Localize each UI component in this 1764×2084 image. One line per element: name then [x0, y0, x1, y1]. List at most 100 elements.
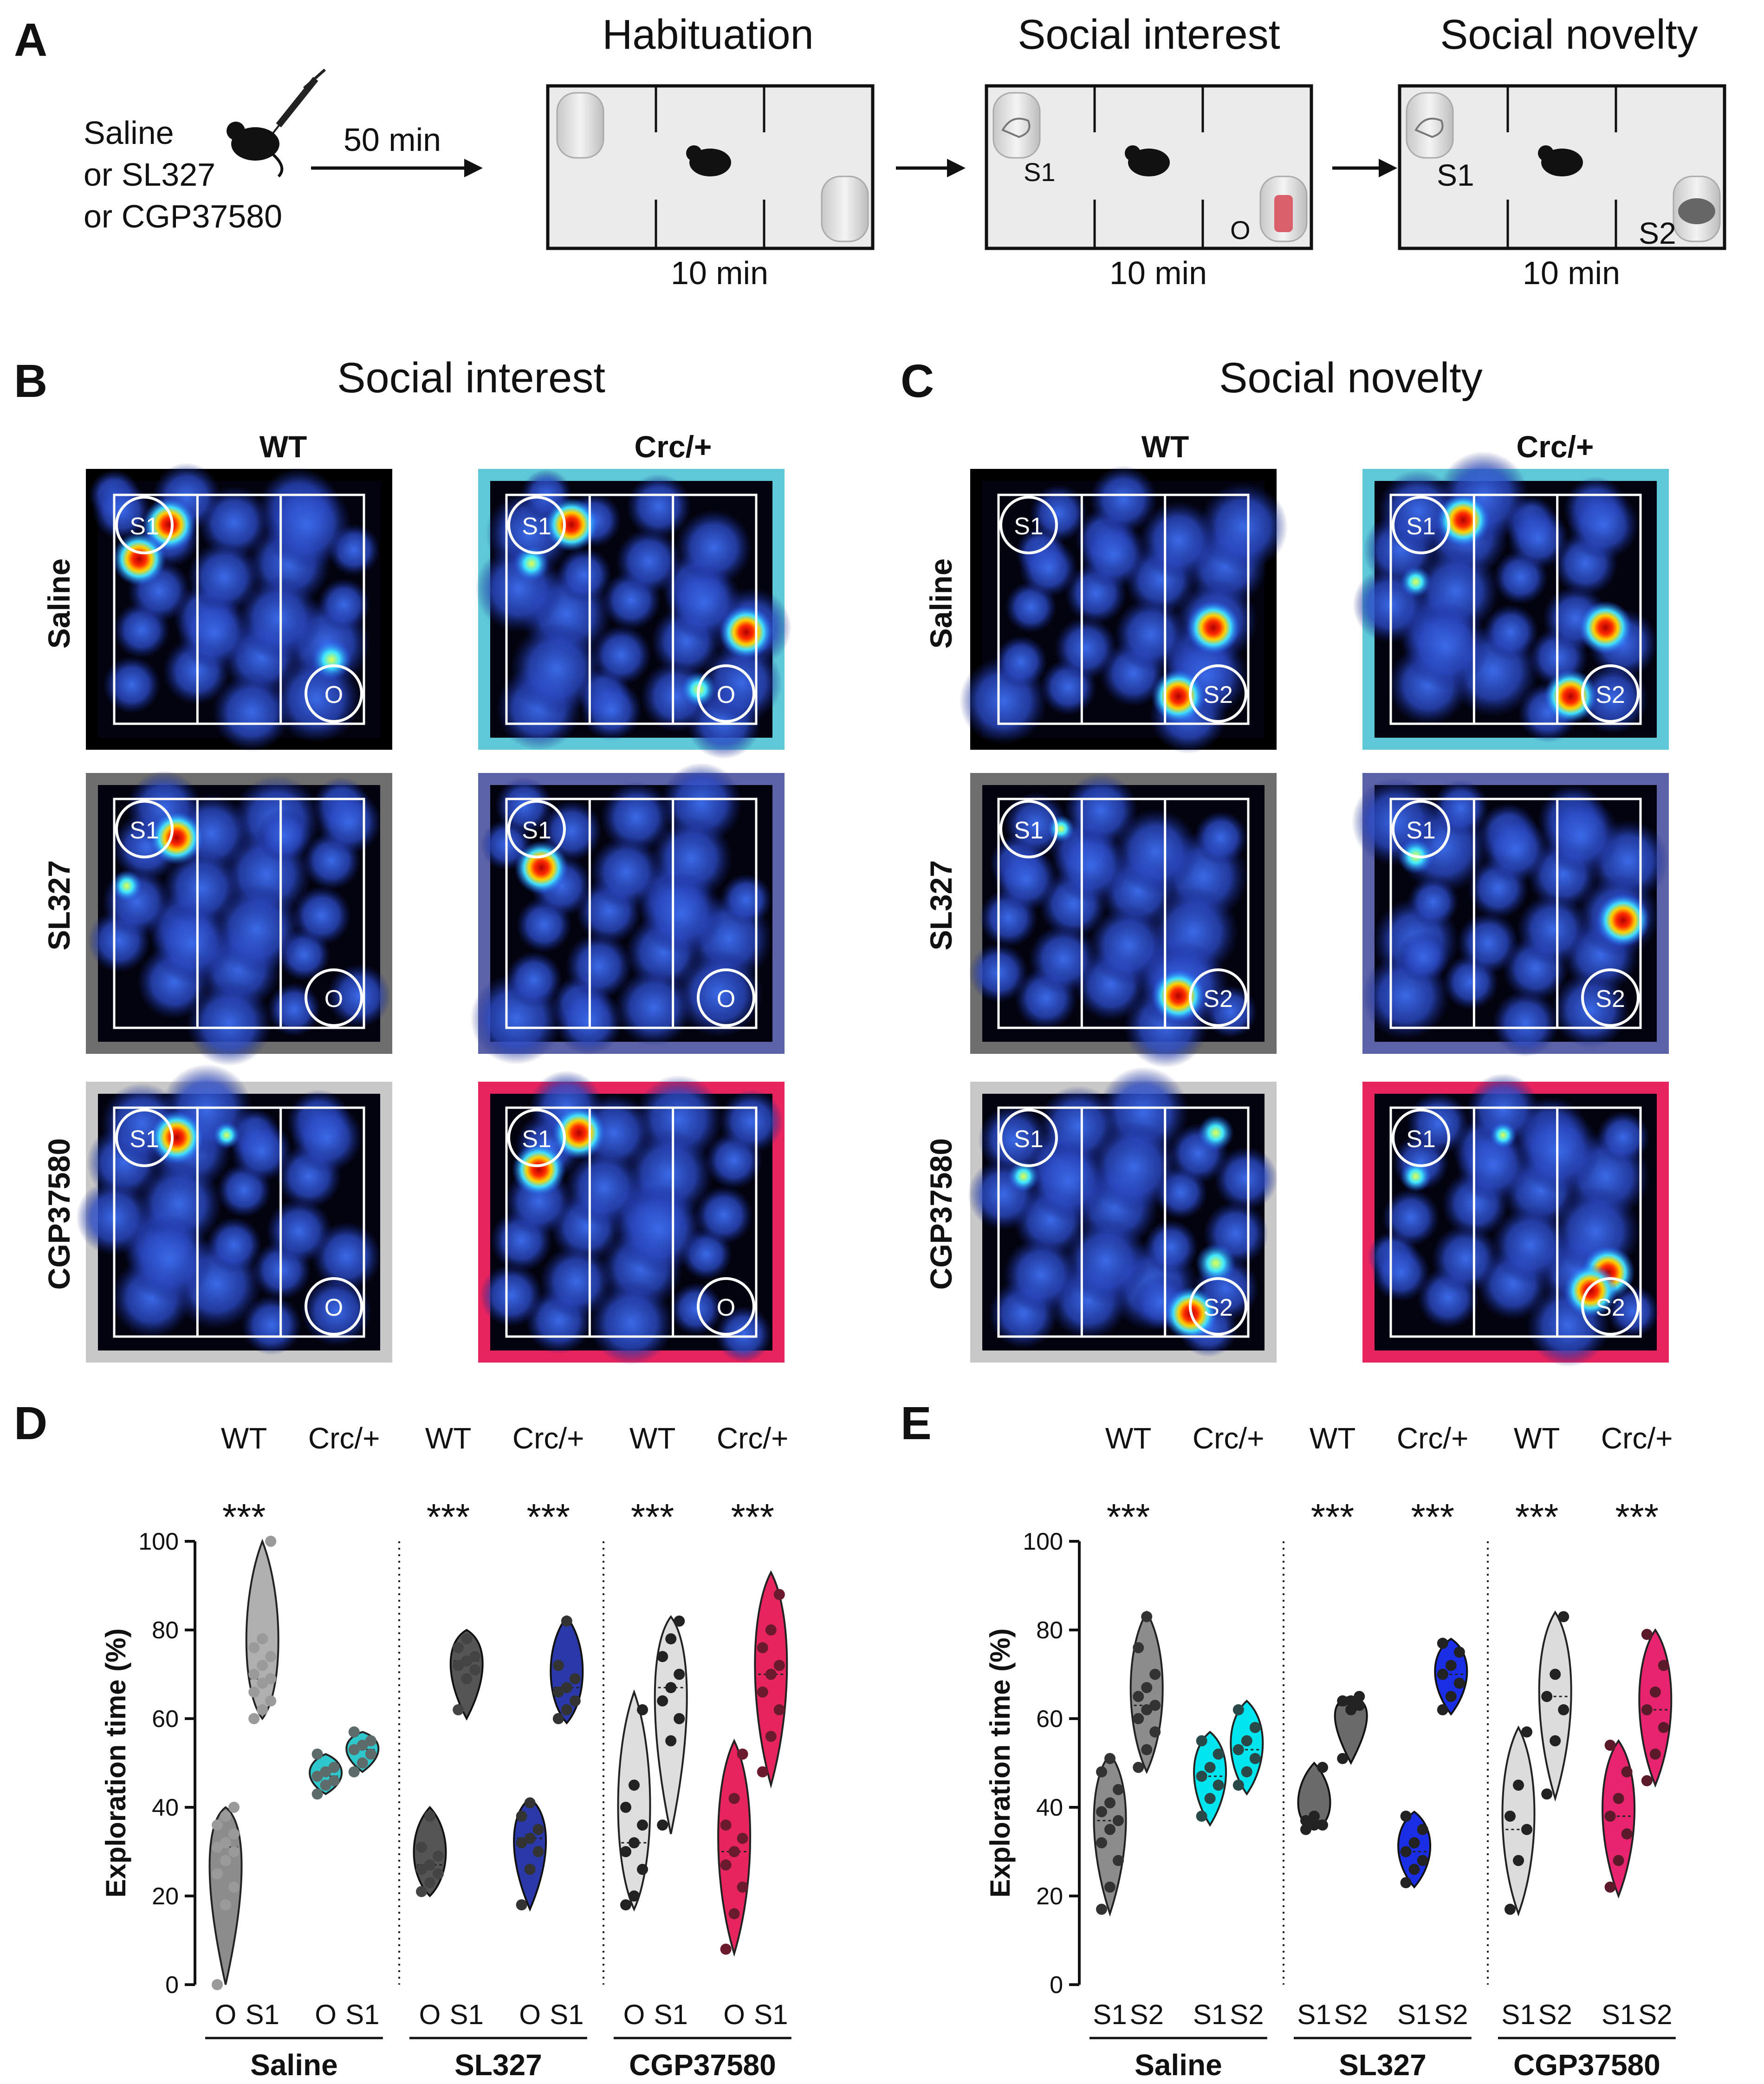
occupancy-hotspot — [719, 605, 773, 659]
occupancy-blob — [994, 635, 1048, 688]
arena-outline — [1389, 1106, 1642, 1338]
significance-label: *** — [222, 1496, 266, 1538]
cup-label: S1 — [130, 513, 159, 540]
occupancy-blob — [1466, 1073, 1540, 1147]
occupancy-blob — [241, 1295, 302, 1356]
occupancy-blob — [616, 528, 682, 594]
y-tick-label: 100 — [1023, 1528, 1063, 1555]
cup-circle — [507, 1109, 566, 1167]
data-point — [1104, 1881, 1115, 1893]
genotype-label: WT — [221, 1422, 267, 1455]
data-point — [320, 1766, 331, 1778]
arena-outline — [113, 798, 365, 1029]
data-point — [532, 1846, 544, 1857]
arena-habituation — [546, 84, 875, 250]
occupancy-hotspot — [1007, 1160, 1039, 1192]
treatment-cgp: or CGP37580 — [84, 198, 282, 234]
occupancy-blob — [1382, 1188, 1440, 1247]
stage-social-novelty-title: Social novelty — [1440, 12, 1698, 58]
data-point — [552, 1660, 564, 1671]
arena-social-interest — [985, 84, 1313, 250]
occupancy-blob — [1004, 792, 1068, 857]
x-tick-label: S1 — [1193, 1999, 1227, 2030]
data-point — [1417, 1855, 1428, 1866]
data-point — [320, 1779, 331, 1791]
cup-circle — [1392, 1109, 1450, 1167]
data-point — [311, 1771, 323, 1782]
occupancy-hotspot — [1400, 1160, 1432, 1192]
cup-circle — [115, 496, 174, 554]
cup-label: S1 — [1406, 817, 1436, 844]
data-point — [1149, 1726, 1161, 1738]
occupancy-blob — [237, 576, 322, 661]
data-point — [1337, 1695, 1349, 1707]
occupancy-blob — [978, 1104, 1049, 1175]
data-point — [1658, 1660, 1669, 1671]
violin — [1538, 1610, 1572, 1802]
occupancy-blob — [1596, 1111, 1650, 1164]
data-point — [1232, 1704, 1244, 1715]
heatmap-tile: S1 S2 — [1351, 773, 1669, 1057]
data-point — [757, 1686, 768, 1698]
occupancy-blob — [1063, 1218, 1149, 1305]
occupancy-hotspot — [149, 1110, 204, 1165]
data-point — [637, 1704, 648, 1715]
data-point — [1453, 1677, 1465, 1689]
occupancy-blob — [292, 886, 351, 946]
data-point — [552, 1686, 564, 1698]
data-point — [1141, 1611, 1153, 1623]
panel-c-row-sl327: SL327 — [924, 860, 958, 950]
occupancy-blob — [1079, 520, 1148, 589]
data-point — [265, 1695, 277, 1707]
heatmap-tile: S1 S2 — [959, 465, 1288, 754]
data-point — [1133, 1762, 1144, 1773]
group-label: CGP37580 — [1513, 2048, 1660, 2082]
data-point — [1521, 1726, 1532, 1738]
data-point — [1558, 1704, 1569, 1715]
data-point — [1213, 1779, 1224, 1791]
arrow-icon — [311, 159, 483, 177]
data-point — [1133, 1642, 1144, 1654]
panel-b-row-saline: Saline — [42, 558, 76, 649]
data-point — [629, 1890, 640, 1902]
interest-label-s1: S1 — [1024, 157, 1056, 187]
data-point — [1513, 1779, 1524, 1791]
data-point — [1113, 1855, 1124, 1866]
occupancy-blob — [1483, 604, 1539, 660]
data-point — [1345, 1704, 1357, 1715]
x-tick-label: O — [623, 1999, 645, 2030]
data-point — [757, 1642, 768, 1654]
occupancy-blob — [1193, 811, 1248, 865]
data-point — [637, 1819, 648, 1831]
data-point — [552, 1713, 564, 1724]
data-point — [416, 1886, 427, 1897]
significance-label: *** — [1311, 1496, 1354, 1538]
significance-label: *** — [1107, 1496, 1150, 1538]
occupancy-blob — [1028, 924, 1098, 994]
data-point — [1505, 1811, 1516, 1822]
data-point — [1213, 1748, 1224, 1760]
data-point — [1104, 1824, 1115, 1835]
data-point — [1604, 1811, 1616, 1822]
data-point — [265, 1651, 277, 1662]
occupancy-blob — [1003, 1236, 1079, 1313]
data-point — [728, 1908, 740, 1920]
x-tick-label: S1 — [1602, 1999, 1635, 2030]
data-point — [1550, 1735, 1561, 1746]
occupancy-blob — [1143, 1220, 1199, 1275]
data-point — [1317, 1762, 1328, 1773]
occupancy-blob — [510, 623, 603, 715]
data-point — [1649, 1686, 1661, 1698]
violin-chart-e: 0 20 40 60 80 100 Exploration time (%) WT *** Crc… — [985, 1422, 1676, 2082]
x-tick-label: S2 — [1638, 1999, 1672, 2030]
treatment-sl327: or SL327 — [84, 156, 215, 193]
data-point — [674, 1713, 685, 1724]
data-point — [1613, 1792, 1624, 1804]
cup-circle — [999, 1109, 1058, 1167]
cup-label: S1 — [522, 513, 551, 540]
data-point — [1133, 1713, 1144, 1724]
data-point — [1445, 1691, 1457, 1702]
occupancy-blob — [177, 595, 252, 669]
data-point — [212, 1819, 223, 1831]
data-point — [1354, 1700, 1365, 1711]
